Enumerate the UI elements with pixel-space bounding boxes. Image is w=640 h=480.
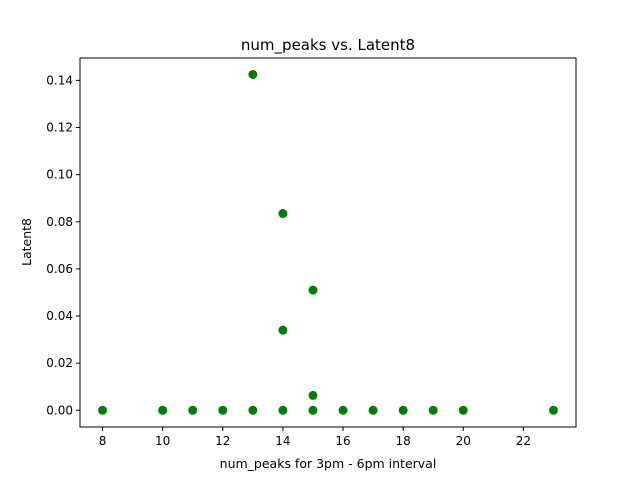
data-point <box>398 405 408 415</box>
y-tick-label: 0.02 <box>46 356 73 370</box>
data-point <box>428 405 438 415</box>
x-tick-label: 14 <box>275 434 290 448</box>
y-tick-label: 0.12 <box>46 121 73 135</box>
y-tick-label: 0.14 <box>46 73 73 87</box>
x-tick-label: 22 <box>516 434 531 448</box>
data-point <box>458 405 468 415</box>
x-axis-label: num_peaks for 3pm - 6pm interval <box>220 456 437 471</box>
data-point <box>338 405 348 415</box>
x-axis-ticks: 8 10 12 14 16 18 20 22 <box>99 427 531 448</box>
data-point <box>308 285 318 295</box>
data-point <box>548 405 558 415</box>
y-axis-label: Latent8 <box>19 218 34 266</box>
y-tick-label: 0.04 <box>46 309 73 323</box>
x-tick-label: 12 <box>215 434 230 448</box>
data-point <box>308 390 318 400</box>
data-point <box>188 405 198 415</box>
chart-title: num_peaks vs. Latent8 <box>241 36 415 55</box>
data-point <box>98 405 108 415</box>
x-tick-label: 10 <box>155 434 170 448</box>
data-point <box>218 405 228 415</box>
data-point <box>158 405 168 415</box>
y-axis-ticks: 0.00 0.02 0.04 0.06 0.08 0.10 0.12 0.14 <box>46 73 80 417</box>
plot-area <box>79 57 577 428</box>
x-tick-label: 16 <box>335 434 350 448</box>
x-tick-label: 20 <box>456 434 471 448</box>
data-point <box>278 325 288 335</box>
scatter-points <box>98 69 558 415</box>
x-tick-label: 18 <box>396 434 411 448</box>
x-tick-label: 8 <box>99 434 107 448</box>
data-point <box>278 209 288 219</box>
data-point <box>248 69 258 79</box>
y-tick-label: 0.08 <box>46 215 73 229</box>
data-point <box>278 405 288 415</box>
y-tick-label: 0.00 <box>46 403 73 417</box>
y-tick-label: 0.10 <box>46 168 73 182</box>
data-point <box>368 405 378 415</box>
data-point <box>308 405 318 415</box>
data-point <box>248 405 258 415</box>
y-tick-label: 0.06 <box>46 262 73 276</box>
